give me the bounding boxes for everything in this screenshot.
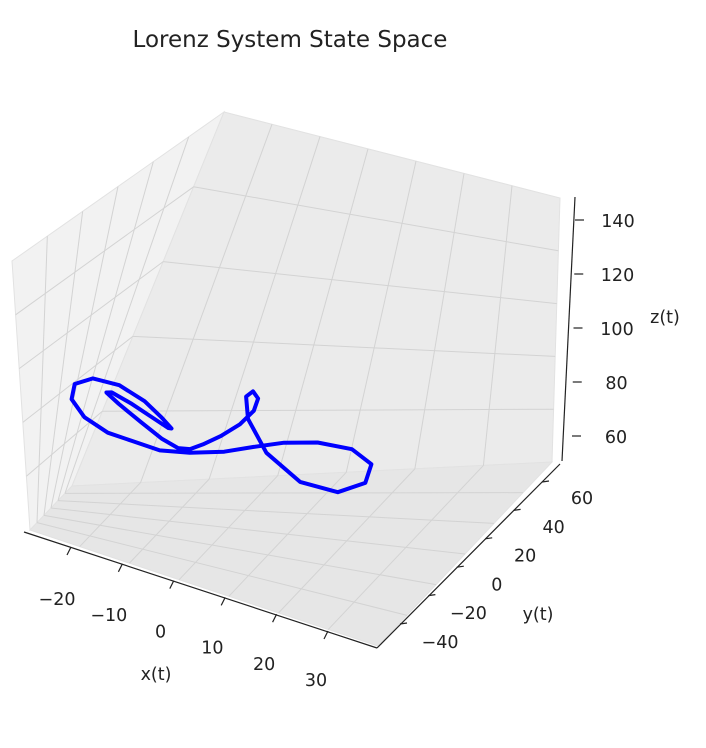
y-axis-label: y(t) — [523, 605, 554, 625]
left-grid-line — [50, 186, 119, 509]
back-grid-line — [277, 148, 369, 476]
x-tick-label: 30 — [305, 671, 327, 691]
back-grid-line — [102, 408, 554, 412]
x-tick-mark — [220, 597, 226, 606]
z-tick-label: 120 — [601, 266, 634, 286]
z-tick-label: 80 — [605, 374, 627, 394]
y-tick-label: −20 — [450, 604, 487, 624]
x-tick-mark — [323, 630, 329, 640]
left-grid-line — [57, 161, 154, 501]
floor-grid-line — [43, 514, 437, 586]
x-tick-mark — [117, 563, 123, 573]
floor-grid-line — [64, 492, 524, 494]
x-tick-label: 10 — [201, 639, 223, 659]
back-grid-line — [208, 136, 321, 480]
y-tick-label: 40 — [542, 518, 564, 538]
x-tick-label: 0 — [155, 622, 166, 642]
left-grid-line — [43, 211, 84, 516]
y-tick-mark — [513, 508, 521, 511]
y-axis-line — [376, 463, 561, 649]
floor-grid-line — [57, 500, 495, 524]
y-tick-mark — [399, 622, 408, 625]
z-tick-label: 60 — [605, 428, 627, 448]
chart-title: Lorenz System State Space — [133, 27, 448, 53]
x-tick-mark — [66, 546, 72, 556]
floor-grid-line — [50, 507, 466, 555]
x-tick-mark — [169, 580, 175, 589]
trajectory-line — [69, 376, 374, 495]
x-axis-line — [23, 531, 378, 649]
y-tick-label: 60 — [571, 489, 593, 509]
y-tick-mark — [428, 594, 436, 597]
back-grid-line — [482, 185, 513, 466]
y-tick-label: −40 — [422, 633, 459, 653]
grid-lines — [15, 124, 559, 630]
back-grid-line — [345, 161, 417, 473]
back-grid-line — [193, 186, 559, 252]
y-tick-label: 0 — [491, 575, 502, 595]
x-tick-label: 20 — [253, 655, 275, 675]
x-tick-mark — [272, 613, 278, 623]
back-grid-line — [163, 261, 557, 305]
left-grid-line — [36, 236, 48, 523]
z-tick-label: 140 — [601, 212, 634, 232]
back-grid-line — [132, 335, 556, 357]
x-tick-label: −20 — [39, 590, 76, 610]
z-tick-label: 100 — [600, 320, 633, 340]
left-grid-line — [64, 136, 190, 494]
back-grid-line — [414, 173, 465, 469]
y-tick-mark — [456, 565, 464, 568]
x-tick-label: −10 — [90, 606, 127, 626]
x-axis-label: x(t) — [141, 665, 172, 685]
z-axis-label: z(t) — [650, 308, 680, 328]
floor-grid-line — [36, 522, 408, 616]
y-tick-mark — [485, 537, 493, 540]
y-tick-label: 20 — [514, 547, 536, 567]
y-tick-mark — [541, 480, 550, 483]
z-axis-line — [561, 196, 576, 462]
